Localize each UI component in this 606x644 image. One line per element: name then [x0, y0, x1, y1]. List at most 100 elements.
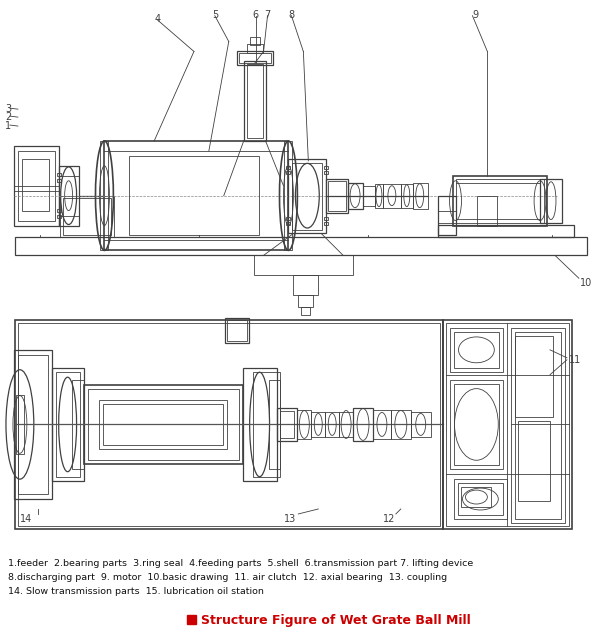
Bar: [301, 307, 310, 315]
Bar: [250, 37, 259, 44]
Bar: [52, 368, 84, 481]
Bar: [18, 151, 55, 220]
Bar: [104, 404, 223, 446]
Bar: [239, 53, 270, 63]
Bar: [540, 179, 562, 223]
Bar: [391, 410, 411, 439]
Text: 2: 2: [5, 112, 12, 122]
Bar: [57, 214, 61, 218]
Bar: [14, 146, 59, 225]
Bar: [14, 350, 52, 499]
Bar: [284, 141, 293, 251]
Bar: [462, 487, 491, 507]
Bar: [453, 479, 507, 519]
Bar: [353, 408, 373, 441]
Bar: [511, 328, 565, 523]
Bar: [187, 616, 196, 624]
Bar: [515, 336, 553, 417]
Bar: [326, 179, 348, 213]
Bar: [411, 412, 431, 437]
Bar: [325, 412, 339, 437]
Bar: [99, 399, 227, 450]
Bar: [348, 183, 363, 209]
Bar: [383, 184, 401, 207]
Bar: [438, 196, 456, 236]
Bar: [57, 179, 61, 182]
Bar: [298, 295, 313, 307]
Bar: [287, 222, 290, 225]
Bar: [101, 141, 108, 251]
Bar: [324, 166, 328, 169]
Bar: [227, 320, 247, 341]
Bar: [518, 421, 550, 501]
Bar: [237, 52, 273, 66]
Bar: [293, 163, 322, 229]
Bar: [413, 183, 428, 209]
Text: 13: 13: [284, 514, 296, 524]
Text: 7: 7: [265, 10, 271, 20]
Text: 3: 3: [5, 104, 11, 114]
Text: 8.discharging part  9. motor  10.basic drawing  11. air clutch  12. axial bearin: 8.discharging part 9. motor 10.basic dra…: [8, 573, 447, 582]
Bar: [247, 44, 262, 53]
Bar: [242, 368, 278, 481]
Bar: [87, 388, 239, 460]
Bar: [56, 372, 79, 477]
Bar: [375, 184, 383, 207]
Bar: [57, 173, 61, 176]
Bar: [293, 275, 318, 295]
Bar: [453, 332, 499, 368]
Bar: [15, 238, 587, 256]
Bar: [22, 159, 48, 211]
Bar: [244, 61, 265, 141]
Bar: [104, 141, 288, 251]
Bar: [328, 181, 346, 211]
Bar: [18, 323, 439, 526]
Text: 1.feeder  2.bearing parts  3.ring seal  4.feeding parts  5.shell  6.transmission: 1.feeder 2.bearing parts 3.ring seal 4.f…: [8, 559, 473, 568]
Bar: [339, 412, 353, 437]
Bar: [453, 384, 499, 465]
Bar: [288, 159, 326, 234]
Text: 4: 4: [154, 14, 161, 24]
Bar: [450, 380, 503, 469]
Text: 1: 1: [5, 121, 11, 131]
Bar: [287, 171, 290, 174]
Bar: [458, 483, 503, 515]
Bar: [59, 196, 115, 238]
Bar: [15, 320, 442, 529]
Bar: [129, 156, 259, 236]
Bar: [59, 166, 79, 225]
Bar: [515, 332, 561, 519]
Bar: [62, 198, 112, 236]
Text: 6: 6: [253, 10, 259, 20]
Bar: [278, 408, 298, 441]
Bar: [324, 216, 328, 220]
Bar: [438, 211, 456, 223]
Bar: [225, 318, 248, 343]
Bar: [268, 380, 281, 469]
Text: 8: 8: [288, 10, 295, 20]
Bar: [453, 176, 547, 225]
Bar: [445, 323, 569, 526]
Text: 11: 11: [569, 355, 581, 365]
Bar: [478, 196, 498, 225]
Bar: [57, 209, 61, 212]
Bar: [363, 185, 375, 205]
Bar: [456, 179, 544, 223]
Text: 12: 12: [383, 514, 395, 524]
Text: Structure Figure of Wet Grate Ball Mill: Structure Figure of Wet Grate Ball Mill: [201, 614, 471, 627]
Bar: [324, 222, 328, 225]
Text: 5: 5: [212, 10, 218, 20]
Bar: [401, 184, 413, 207]
Bar: [450, 328, 503, 372]
Text: 14. Slow transmission parts  15. lubrication oil station: 14. Slow transmission parts 15. lubricat…: [8, 587, 264, 596]
Bar: [281, 410, 295, 439]
Bar: [442, 320, 572, 529]
Bar: [84, 384, 242, 464]
Bar: [247, 64, 262, 138]
Text: 14: 14: [20, 514, 32, 524]
Text: 10: 10: [580, 278, 592, 289]
Bar: [311, 412, 325, 437]
Bar: [438, 225, 574, 238]
Bar: [254, 256, 353, 275]
Bar: [18, 355, 48, 494]
